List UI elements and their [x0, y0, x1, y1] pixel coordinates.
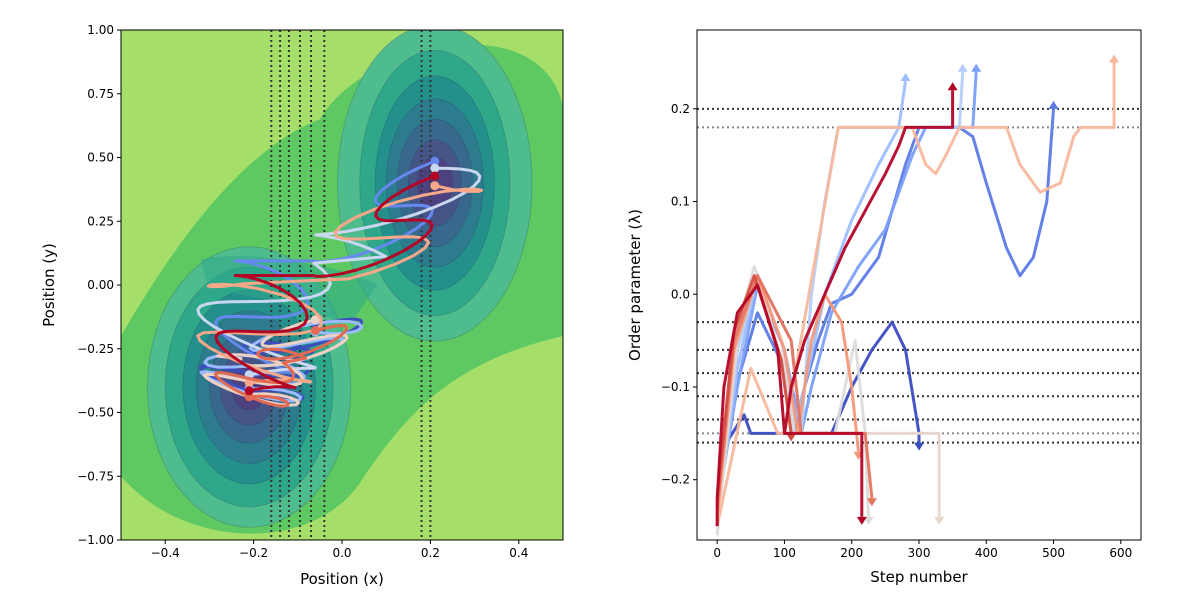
- y-tick-label: 0.1: [671, 195, 690, 209]
- x-tick-label: 100: [773, 546, 796, 560]
- series-arrowhead: [866, 498, 877, 507]
- right-x-ticks: 0 100 200 300 400 500 600: [713, 540, 1132, 560]
- y-tick-label: 1.00: [87, 23, 114, 37]
- series-arrowhead: [914, 442, 924, 451]
- left-y-ticks: −1.00 −0.75 −0.50 −0.25 0.00 0.25 0.50 0.75 1.00: [77, 23, 121, 547]
- trajectory-end-marker: [310, 326, 320, 336]
- trajectory-end-marker: [430, 181, 440, 191]
- order-parameter-series: [715, 54, 1120, 536]
- interface-lines-lambda: [697, 107, 1141, 444]
- x-tick-label: 0.4: [509, 546, 528, 560]
- trajectory-end-marker: [310, 315, 320, 325]
- series-line: [784, 431, 864, 517]
- trajectory-start-marker: [244, 386, 254, 396]
- trajectory-path: [196, 184, 484, 385]
- trajectory-end-marker: [430, 156, 440, 166]
- series-arrowhead: [947, 82, 958, 91]
- series-arrowhead: [863, 516, 874, 525]
- y-tick-label: −0.75: [77, 469, 114, 483]
- series-arrowhead: [934, 516, 945, 525]
- series-arrowhead: [786, 433, 797, 442]
- position-panel: −0.4 −0.2 0.0 0.2 0.4 −1.00 −0.75 −0.50 −0.25 0.…: [40, 23, 564, 588]
- x-tick-label: 400: [975, 546, 998, 560]
- series-arrowhead: [1109, 54, 1120, 63]
- y-tick-label: −1.00: [77, 533, 114, 547]
- series-arrowhead: [1048, 100, 1059, 109]
- series-arrowhead: [856, 516, 867, 525]
- trajectory-path: [213, 324, 349, 408]
- left-x-axis-label: Position (x): [300, 570, 384, 588]
- x-tick-label: 600: [1109, 546, 1132, 560]
- y-tick-label: 0.75: [87, 87, 114, 101]
- x-tick-label: −0.2: [239, 546, 268, 560]
- y-tick-label: 0.00: [87, 278, 114, 292]
- x-tick-label: 0.2: [421, 546, 440, 560]
- right-x-axis-label: Step number: [870, 568, 968, 586]
- right-y-ticks: −0.2 −0.1 0.0 0.1 0.2: [661, 102, 697, 487]
- trajectory-end-marker: [430, 163, 440, 173]
- trajectories-xy: [196, 156, 484, 408]
- energy-contours: [121, 30, 563, 540]
- right-y-axis-label: Order parameter (λ): [626, 209, 644, 361]
- order-parameter-panel: 0 100 200 300 400 500 600 −0.2 −0.1 0.0 0.1 0.2 St…: [626, 29, 1142, 586]
- trajectory-path: [214, 174, 436, 393]
- x-tick-label: 0: [713, 546, 721, 560]
- series-line: [715, 90, 955, 527]
- y-tick-label: 0.2: [671, 102, 690, 116]
- series-arrowhead: [957, 63, 968, 72]
- series-arrowhead: [971, 63, 982, 72]
- x-tick-label: 200: [840, 546, 863, 560]
- y-tick-label: 0.25: [87, 214, 114, 228]
- series-line: [715, 274, 793, 499]
- x-tick-label: 0.0: [332, 546, 351, 560]
- x-tick-label: 500: [1042, 546, 1065, 560]
- y-tick-label: −0.25: [77, 342, 114, 356]
- left-x-ticks: −0.4 −0.2 0.0 0.2 0.4: [151, 540, 528, 560]
- y-tick-label: −0.50: [77, 406, 114, 420]
- trajectory-end-marker: [430, 171, 440, 181]
- series-arrowhead: [900, 73, 911, 81]
- series-line: [715, 62, 1116, 527]
- x-tick-label: −0.4: [151, 546, 180, 560]
- series-line: [715, 274, 860, 517]
- x-tick-label: 300: [908, 546, 931, 560]
- contour-level: [200, 256, 378, 324]
- y-tick-label: 0.50: [87, 151, 114, 165]
- y-tick-label: −0.1: [661, 380, 690, 394]
- y-tick-label: −0.2: [661, 473, 690, 487]
- y-tick-label: 0.0: [671, 287, 690, 301]
- left-y-axis-label: Position (y): [40, 243, 58, 327]
